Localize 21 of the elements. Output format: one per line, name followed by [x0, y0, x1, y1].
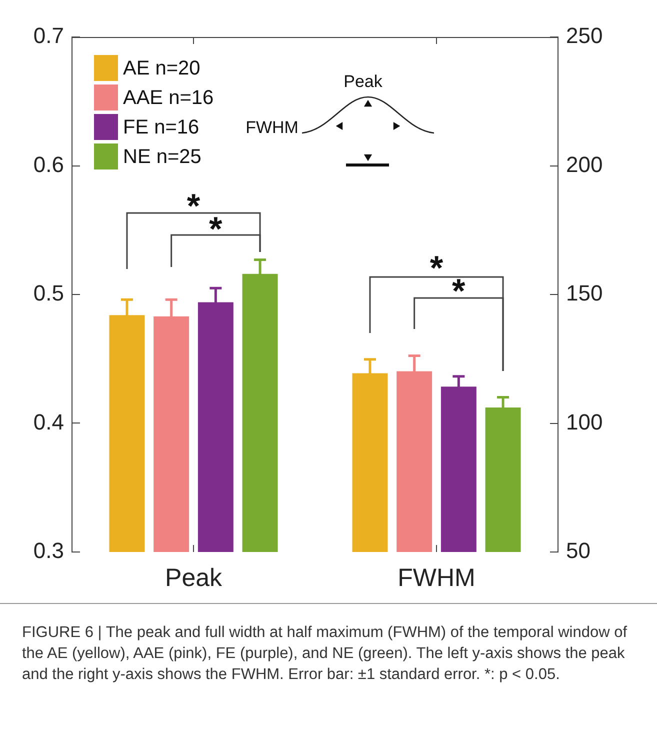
y2-tick-label: 100 [566, 409, 603, 434]
y2-tick-label: 150 [566, 280, 603, 306]
caption: FIGURE 6 | The peak and full width at half maximum (FWHM) of the temporal window of the AE (yellow), AAE (pink), FE (purple), and NE (green). The left y-axis shows the peak and the right y-axis shows the FWHM. Error bar: ±1 standard error. *: p < 0.05. [22, 623, 628, 685]
annotation: Peak [344, 72, 382, 92]
y-tick-label: 0.6 [33, 152, 64, 177]
annotation: * [209, 210, 222, 250]
y-tick-label: 0.5 [33, 280, 64, 306]
annotation: FWHM [246, 118, 298, 138]
y2-tick-label: 200 [566, 152, 603, 177]
y2-tick-label: 50 [566, 538, 590, 564]
annotation: * [430, 250, 444, 288]
annotation: * [452, 272, 466, 312]
legend-label: NE n=25 [123, 146, 202, 168]
y-tick-label: 0.7 [33, 23, 64, 48]
y2-tick-label: 250 [566, 23, 603, 48]
legend-label: FE n=16 [123, 116, 200, 139]
legend-label: AE n=20 [123, 58, 200, 80]
y-tick-label: 0.4 [33, 409, 64, 434]
annotation: * [186, 188, 200, 226]
legend-label: AAE n=16 [123, 87, 214, 110]
y-tick-label: 0.3 [33, 538, 64, 564]
